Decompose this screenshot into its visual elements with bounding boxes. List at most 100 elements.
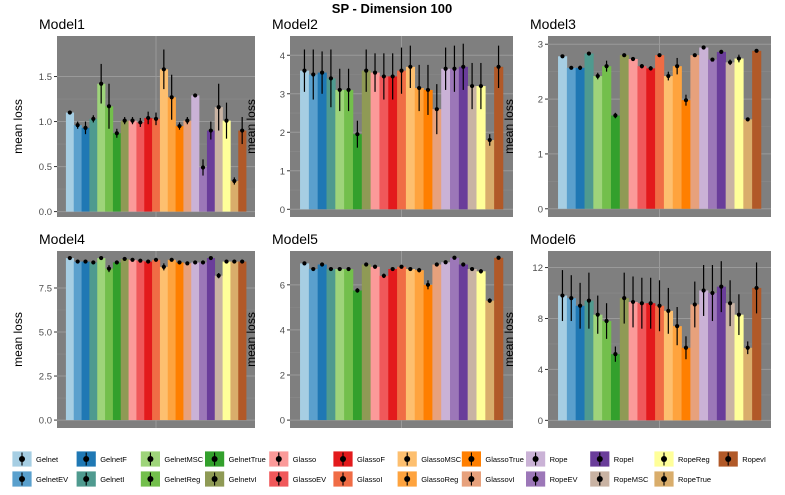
y-tick-label: 0 [280, 205, 285, 216]
point-ropei [208, 128, 213, 133]
point-ropetrue [487, 137, 492, 143]
legend-point [725, 456, 732, 462]
bar-glassoev [136, 122, 145, 212]
point-gelnetmsc [595, 73, 600, 79]
bar-gelnetreg [344, 89, 354, 210]
legend-label: Glasso [293, 455, 316, 464]
bar-ropeev [450, 68, 460, 210]
bar-glassoi [655, 305, 665, 421]
legend-label: RopeTrue [678, 475, 711, 484]
bar-glassof [388, 76, 398, 210]
legend-item-ropei: RopeI [589, 450, 634, 468]
point-gelnetmsc [337, 87, 342, 93]
bar-glassoreg [414, 87, 424, 210]
y-tick-label: 0.0 [39, 416, 52, 427]
y-axis-label: mean loss [502, 312, 516, 367]
legend-point [596, 476, 603, 482]
bar-glassotrue [175, 262, 184, 421]
point-gelneti [91, 116, 96, 121]
legend-item-ropemsc: RopeMSC [589, 470, 649, 488]
point-gelnetvi [364, 68, 369, 73]
point-glassoi [153, 116, 159, 121]
legend-point [147, 456, 154, 462]
point-glassomsc [408, 64, 413, 69]
bar-glassoreg [672, 326, 682, 421]
panel-title: Model1 [39, 16, 85, 32]
bar-ropetrue [485, 300, 495, 421]
bar-rope [699, 290, 709, 421]
legend-item-ropetrue: RopeTrue [653, 470, 711, 488]
legend-label: RopevI [742, 455, 766, 464]
point-glassof [146, 115, 151, 121]
legend-item-ropereg: RopeReg [653, 450, 710, 468]
bar-ropei [458, 66, 468, 210]
bar-ropemsc [725, 303, 735, 421]
point-gelnetmsc [595, 312, 600, 317]
point-rope [443, 260, 448, 265]
point-gelnettrue [114, 260, 119, 265]
bar-ropeev [708, 59, 718, 209]
bar-glasso [370, 266, 380, 421]
bar-ropemsc [725, 62, 735, 209]
bar-gelnetev [73, 125, 82, 212]
bar-ropevi [238, 130, 247, 212]
legend-label: GlassoMSC [421, 455, 462, 464]
bar-gelnetreg [344, 269, 354, 421]
bar-gelnetreg [602, 321, 612, 421]
y-axis-label: mean loss [244, 312, 258, 367]
bar-glassomsc [159, 266, 169, 421]
point-glassotrue [177, 260, 182, 265]
y-tick-label: 2 [280, 371, 285, 382]
bar-ropetrue [743, 347, 753, 421]
legend-point [661, 456, 667, 462]
y-tick-label: 0.0 [39, 207, 52, 218]
bar-gelnettrue [610, 115, 621, 209]
bar-gelnetev [566, 67, 576, 209]
bar-ropevi [238, 261, 247, 421]
point-gelnet [560, 293, 565, 298]
bar-glassof [646, 68, 656, 209]
legend-item-glasso: Glasso [268, 450, 316, 468]
point-ropetrue [232, 178, 237, 184]
y-tick-label: 1.5 [39, 72, 52, 83]
point-gelnettrue [613, 113, 618, 118]
y-tick-label: 0 [538, 204, 543, 215]
legend-item-glassovi: GlassovI [460, 470, 515, 488]
point-glassomsc [408, 266, 413, 272]
y-tick-label: 1 [538, 149, 543, 160]
y-tick-label: 2 [280, 128, 285, 139]
bar-gelnet [65, 258, 75, 421]
bar-glassomsc [159, 69, 169, 212]
bar-gelnetmsc [97, 258, 106, 421]
bar-ropeev [450, 257, 460, 421]
bar-gelneti [326, 269, 336, 421]
point-glasso [130, 118, 135, 123]
y-tick-label: 8 [538, 314, 543, 325]
point-gelneti [586, 298, 592, 303]
legend-item-ropeev: RopeEV [525, 470, 578, 488]
bar-glassovi [183, 120, 192, 212]
point-glassof [390, 266, 395, 272]
bar-gelnettrue [352, 290, 363, 421]
bar-gelnet [300, 70, 310, 210]
bar-glassoev [637, 66, 647, 209]
y-tick-label: 12 [532, 263, 543, 274]
point-gelnetreg [106, 104, 112, 109]
legend-label: GelnetTrue [229, 455, 266, 464]
legend-label: GlassovI [485, 475, 514, 484]
legend: Gelnet GelnetEV GelnetF GelnetI GelnetMSC Gel… [11, 450, 766, 488]
point-gelnetf [319, 262, 325, 267]
bar-gelnetf [317, 72, 327, 210]
point-gelnet [560, 54, 565, 59]
point-gelnetmsc [337, 266, 342, 272]
bar-gelnetvi [120, 120, 129, 212]
point-ropei [719, 284, 724, 289]
bar-gelneti [89, 118, 98, 212]
legend-point [340, 476, 346, 482]
point-ropeev [452, 66, 457, 71]
bar-glassoi [655, 55, 665, 209]
point-glassoreg [417, 268, 422, 273]
bar-gelnetf [575, 305, 585, 421]
legend-label: GlassoF [357, 455, 385, 464]
